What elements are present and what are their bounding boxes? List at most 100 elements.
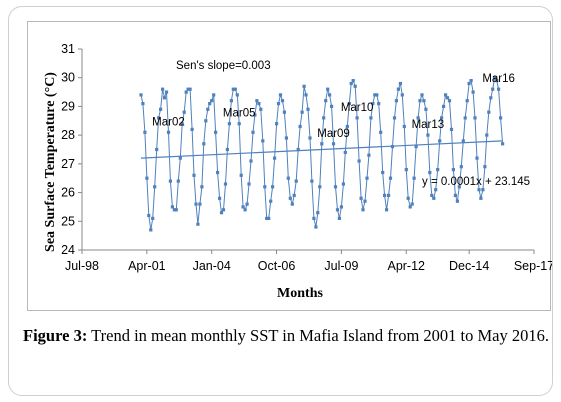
y-tick-label: 28 (61, 128, 75, 142)
data-point (190, 127, 194, 131)
data-point (255, 99, 259, 103)
data-point (471, 90, 475, 94)
data-point (247, 182, 251, 186)
y-axis-title: Sea Surface Temperature (°C) (43, 72, 58, 252)
data-point (369, 116, 373, 120)
data-point (410, 202, 414, 206)
x-axis: Jul-98 Apr-01 Jan-04 Oct-06 Jul-09 Apr-12 Dec-… (65, 249, 552, 273)
data-point (363, 199, 367, 203)
data-point (499, 116, 503, 120)
data-point (465, 99, 469, 103)
data-point (249, 159, 253, 163)
y-axis: 24 25 26 27 28 29 30 31 (61, 42, 83, 257)
data-point (333, 185, 338, 189)
data-point (269, 199, 273, 203)
series-layer (139, 76, 505, 232)
data-point (306, 107, 310, 111)
data-point (489, 96, 493, 100)
data-point (402, 124, 406, 129)
data-point (394, 99, 398, 103)
data-point (355, 116, 359, 120)
data-point (361, 208, 365, 212)
data-point (221, 208, 226, 212)
data-point (243, 208, 247, 212)
data-point (461, 139, 465, 143)
data-point (227, 122, 231, 126)
data-point (475, 156, 479, 160)
x-tick-label: Oct-06 (258, 259, 296, 273)
data-point (398, 81, 402, 86)
data-point (444, 93, 448, 97)
data-point (408, 205, 412, 209)
y-tick-label: 31 (61, 42, 75, 56)
trendline (140, 140, 503, 159)
data-point (184, 90, 188, 94)
data-point (304, 93, 308, 97)
annotation-layer: Sen's slope=0.003 Mar02 Mar05 Mar09 Mar10 Mar… (152, 60, 515, 140)
trendline-layer: y = 0.0001x + 23.145 (140, 140, 530, 188)
y-tick-label: 25 (61, 214, 75, 228)
data-point (440, 116, 444, 120)
data-point (412, 176, 416, 180)
data-point (149, 228, 153, 232)
peak-label: Mar10 (341, 102, 374, 114)
data-point (312, 216, 316, 220)
data-point (159, 107, 163, 111)
data-point (276, 102, 281, 106)
data-point (218, 196, 222, 200)
data-point (381, 170, 385, 175)
data-point (155, 147, 159, 152)
data-point (194, 202, 198, 206)
sens-slope-label: Sen's slope=0.003 (176, 60, 271, 72)
data-point (298, 124, 302, 129)
data-point (351, 79, 355, 83)
data-point (483, 165, 487, 169)
data-point (294, 179, 298, 183)
figure-label: Figure 3: (23, 326, 88, 345)
trendline-equation: y = 0.0001x + 23.145 (422, 176, 530, 188)
x-tick-label: Jul-98 (65, 259, 99, 273)
data-point (196, 222, 200, 226)
data-point (432, 196, 436, 200)
data-point (162, 96, 167, 100)
data-point (216, 170, 220, 175)
data-point (379, 130, 383, 134)
data-point (322, 116, 326, 120)
data-point (235, 93, 239, 97)
data-point (261, 139, 265, 143)
data-point (145, 176, 149, 180)
data-point (345, 124, 349, 129)
data-point (347, 102, 351, 106)
data-point (170, 205, 174, 209)
data-point (477, 188, 481, 192)
data-point (467, 81, 471, 86)
data-point (400, 93, 404, 97)
data-point (229, 99, 233, 103)
data-point (392, 116, 397, 120)
data-point (383, 193, 387, 197)
data-point (231, 87, 235, 91)
data-point (296, 147, 300, 152)
data-point (239, 173, 243, 177)
data-point (292, 193, 296, 197)
data-point (198, 202, 202, 206)
data-point (273, 156, 277, 160)
y-tick-label: 24 (61, 243, 75, 257)
data-point (206, 107, 210, 111)
data-point (308, 136, 312, 140)
sst-line-chart: 24 25 26 27 28 29 30 31 Jul-98 Apr-01 Jan-04 Oct-0… (43, 42, 552, 301)
data-point (168, 179, 172, 183)
data-point (353, 84, 357, 88)
data-point (418, 99, 422, 103)
data-point (330, 104, 334, 108)
data-point (141, 102, 145, 106)
data-point (214, 130, 218, 134)
data-point (192, 173, 196, 177)
data-point (174, 208, 178, 212)
data-point (300, 110, 304, 114)
data-point (455, 199, 459, 203)
data-point (388, 176, 393, 180)
data-point (265, 216, 269, 220)
data-point (428, 170, 432, 175)
data-point (459, 165, 463, 169)
